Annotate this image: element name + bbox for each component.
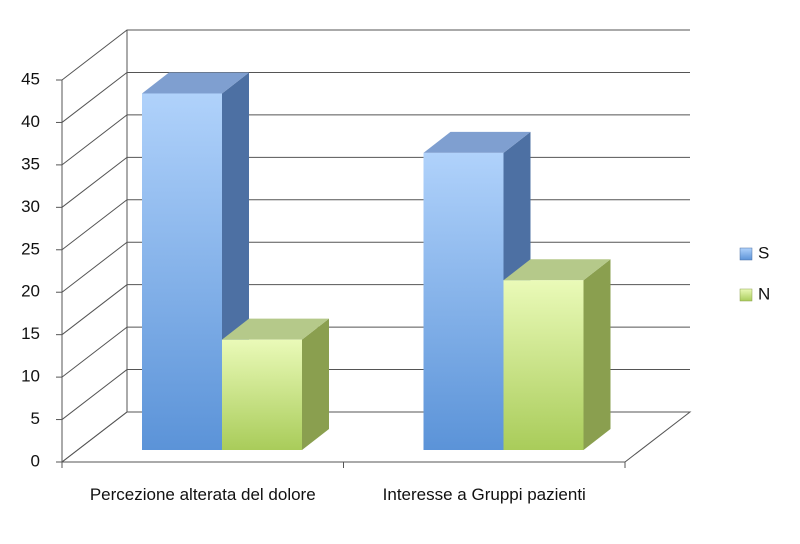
- bar-top: [423, 131, 531, 153]
- x-tick-label: Interesse a Gruppi pazienti: [382, 485, 586, 504]
- bar: [503, 280, 584, 450]
- y-tick-label: 10: [21, 367, 40, 386]
- x-tick-label: Percezione alterata del dolore: [89, 485, 316, 504]
- y-tick-label: 5: [31, 409, 40, 428]
- y-tick-label: 45: [21, 69, 40, 88]
- bar-side: [583, 259, 611, 450]
- bar: [423, 152, 504, 450]
- y-tick-label: 15: [21, 324, 40, 343]
- y-tick-label: 40: [21, 112, 40, 131]
- legend-swatch: [739, 288, 753, 302]
- bar: [142, 93, 222, 450]
- legend-swatch: [739, 247, 753, 261]
- bar-top: [222, 318, 329, 340]
- y-tick-label: 30: [21, 197, 40, 216]
- y-tick-label: 25: [21, 239, 40, 258]
- grid-line: [61, 29, 690, 81]
- grid-line: [61, 114, 690, 166]
- bar-top: [142, 72, 249, 94]
- y-tick-label: 35: [21, 154, 40, 173]
- bar-side: [302, 318, 329, 450]
- grid-line: [61, 71, 690, 123]
- y-tick-label: 0: [31, 451, 40, 470]
- legend-label: S: [758, 243, 769, 262]
- y-tick-label: 20: [21, 282, 40, 301]
- bar: [222, 339, 302, 450]
- legend-label: N: [758, 284, 770, 303]
- bar-top: [503, 259, 611, 281]
